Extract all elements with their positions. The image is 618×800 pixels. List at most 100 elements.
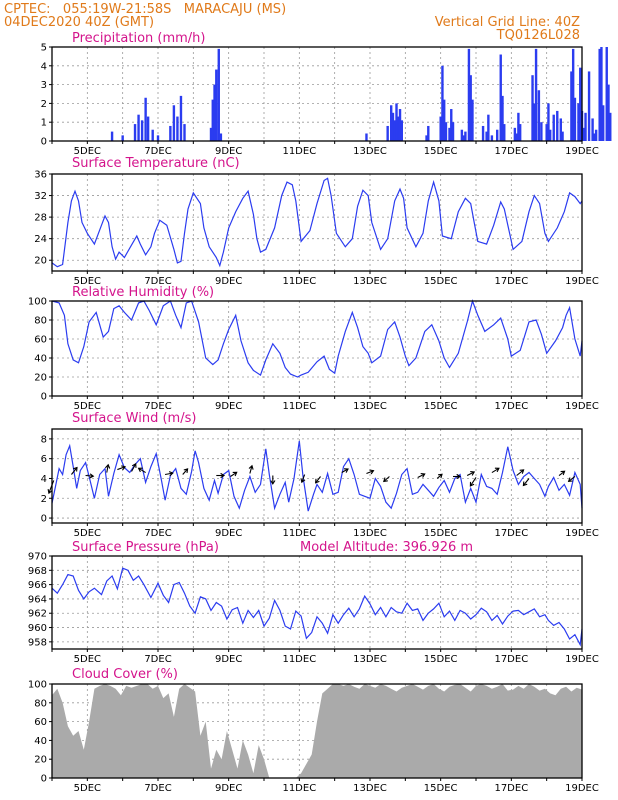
x-tick-label: 17DEC — [494, 146, 528, 157]
wind-arrow-head — [137, 467, 143, 473]
precip-bar — [513, 127, 517, 141]
x-tick-label: 15DEC — [424, 528, 458, 539]
x-tick-label: 11DEC — [282, 654, 316, 665]
precip-bar — [598, 48, 601, 141]
wind-arrow-head — [456, 473, 462, 480]
precip-bar — [490, 135, 494, 141]
precip-bar — [591, 118, 594, 141]
x-tick-label: 7DEC — [144, 401, 171, 412]
precip-title: Precipitation (mm/h) — [72, 31, 205, 46]
precip-bar — [156, 135, 160, 141]
precip-bar — [390, 105, 393, 141]
x-tick-label: 13DEC — [353, 528, 387, 539]
wind-arrow-head — [300, 478, 306, 484]
x-tick-label: 17DEC — [494, 783, 528, 794]
model-altitude-annotation: Model Altitude: 396.926 m — [300, 540, 473, 555]
panel-wind: 0 2 4 6 8 5DEC 7DEC 9DEC 11DEC 13DEC 15DEC 17DEC 19D… — [41, 411, 599, 539]
wind-arrow-head — [105, 463, 111, 469]
cloud-title: Cloud Cover (%) — [72, 667, 178, 682]
precip-bar — [425, 135, 428, 141]
wind-arrow — [366, 470, 374, 475]
y-tick-label: 3 — [41, 80, 47, 91]
wind-arrow-head — [314, 478, 320, 484]
wind-arrow-head — [168, 471, 174, 477]
precip-bar — [169, 125, 172, 141]
precip-bar — [534, 48, 538, 141]
y-tick-label: 36 — [34, 170, 47, 181]
wind-arrow-head — [220, 472, 226, 479]
x-tick-label: 5DEC — [74, 528, 101, 539]
panels: 0 1 2 3 4 5 5DEC 7DEC 9DEC 11DEC 13DEC 15DEC 17DEC 19… — [28, 31, 612, 794]
precip-bar — [460, 129, 464, 141]
y-tick-label: 958 — [28, 637, 47, 648]
wind-arrow — [466, 471, 475, 476]
panel-cloud: 0 20 40 60 80 100 5DEC 7DEC 9DEC 11DEC 13DEC 15DEC 1… — [28, 667, 599, 794]
y-tick-label: 20 — [34, 373, 47, 384]
precip-bar — [448, 127, 451, 141]
precip-bar — [467, 48, 471, 141]
precip-bar — [556, 110, 559, 141]
precip-bar — [464, 131, 467, 141]
precip-bar — [441, 65, 444, 141]
x-tick-label: 5DEC — [74, 276, 101, 287]
wind-arrow-head — [47, 488, 53, 495]
wind-arrow — [164, 472, 173, 476]
y-tick-label: 2 — [41, 99, 47, 110]
y-tick-label: 32 — [34, 191, 47, 202]
y-tick-label: 2 — [41, 494, 47, 505]
precip-bar — [209, 127, 213, 141]
x-tick-label: 15DEC — [424, 146, 458, 157]
x-tick-label: 11DEC — [282, 528, 316, 539]
y-tick-label: 0 — [41, 514, 47, 525]
panel-rh: 0 20 40 60 80 100 5DEC 7DEC 9DEC 11DEC 13DEC 15DEC 1… — [28, 285, 599, 412]
wind-arrow — [71, 467, 78, 475]
wind-arrow-head — [494, 467, 500, 473]
precip-bar — [450, 109, 453, 141]
precip-bar — [400, 120, 403, 141]
precip-bar — [545, 124, 548, 141]
y-tick-label: 0 — [41, 774, 47, 785]
wind-arrow-head — [438, 473, 443, 479]
x-tick-label: 7DEC — [144, 276, 171, 287]
precip-bar — [600, 47, 603, 141]
wind-arrow — [417, 473, 425, 478]
y-tick-label: 24 — [34, 234, 47, 245]
precip-bar — [499, 54, 502, 141]
wind-arrow-head — [470, 471, 476, 476]
wind-arrow-head — [369, 469, 375, 475]
precip-bar — [444, 122, 448, 141]
x-tick-label: 15DEC — [424, 654, 458, 665]
wind-arrow — [85, 474, 94, 477]
y-tick-label: 0 — [41, 137, 47, 148]
panel-temp: 20 24 28 32 36 5DEC 7DEC 9DEC 11DEC 13DEC 15DEC 17D… — [34, 156, 599, 287]
x-tick-label: 17DEC — [494, 276, 528, 287]
wind-title: Surface Wind (m/s) — [72, 411, 196, 426]
precip-bar — [537, 90, 541, 141]
x-tick-label: 9DEC — [215, 146, 242, 157]
wind-arrow — [182, 468, 189, 475]
wind-arrow-head — [343, 468, 349, 473]
y-tick-label: 962 — [28, 609, 47, 620]
header-model-id: TQ0126L028 — [496, 28, 580, 43]
precip-bar — [439, 116, 442, 141]
y-tick-label: 80 — [34, 698, 47, 709]
precip-bar — [462, 135, 465, 141]
precip-bar — [496, 129, 499, 141]
x-tick-label: 5DEC — [74, 654, 101, 665]
precip-bar — [183, 124, 186, 141]
header-location: CPTEC: 055:19W-21:58S MARACAJU (MS) — [4, 2, 286, 17]
precip-bar — [427, 125, 430, 141]
precip-bar — [503, 124, 506, 141]
precip-bar — [540, 122, 543, 141]
precip-bar — [518, 124, 522, 141]
precip-bar — [485, 131, 488, 141]
precip-bar — [176, 116, 179, 141]
wind-arrow — [131, 463, 137, 472]
precip-bar — [140, 120, 144, 141]
panel-precip: 0 1 2 3 4 5 5DEC 7DEC 9DEC 11DEC 13DEC 15DEC 17DEC 19… — [41, 31, 612, 157]
precip-bar — [533, 103, 536, 141]
x-tick-label: 15DEC — [424, 401, 458, 412]
x-tick-label: 19DEC — [565, 783, 599, 794]
y-tick-label: 60 — [34, 717, 47, 728]
